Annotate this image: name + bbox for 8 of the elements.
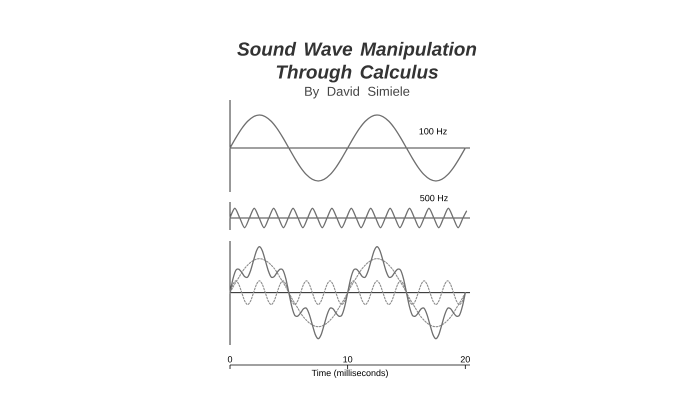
x-tick-label: 0: [228, 356, 232, 362]
chart-subtitle: By David Simiele: [305, 86, 410, 98]
chart-title: Sound Wave Manipulation Through Calculus: [237, 42, 476, 82]
x-tick-label: 20: [460, 356, 470, 362]
text: 100 Hz: [420, 128, 447, 134]
x-tick-label: 10: [343, 356, 352, 362]
series-label: 500 Hz: [420, 194, 448, 202]
x-axis-title: Time (milliseconds): [312, 370, 388, 378]
